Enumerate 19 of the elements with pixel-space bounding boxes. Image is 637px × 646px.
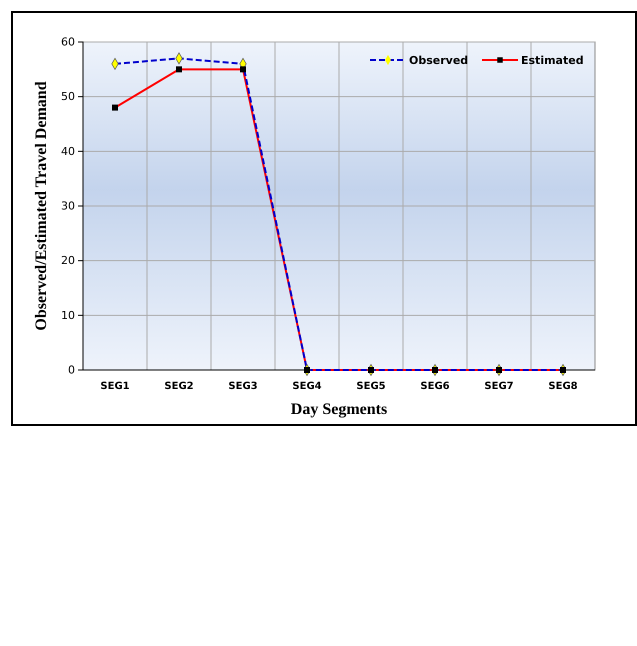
y-axis-title: Observed/Estimated Travel Demand <box>33 81 50 331</box>
x-axis-title: Day Segments <box>290 401 388 418</box>
x-tick-label: SEG1 <box>100 381 130 392</box>
legend-label: Estimated <box>521 54 584 67</box>
y-tick-label: 60 <box>61 36 75 49</box>
y-tick-label: 50 <box>61 90 75 104</box>
x-tick-label: SEG3 <box>228 381 258 392</box>
x-tick-label: SEG5 <box>356 381 386 392</box>
x-tick-label: SEG2 <box>164 381 194 392</box>
x-tick-label: SEG4 <box>292 381 322 392</box>
x-tick-label: SEG7 <box>484 381 514 392</box>
legend-label: Observed <box>409 54 468 67</box>
y-tick-label: 20 <box>61 254 75 268</box>
y-tick-label: 40 <box>61 144 75 158</box>
y-tick-label: 0 <box>68 364 75 377</box>
x-tick-label: SEG8 <box>548 381 578 392</box>
y-tick-label: 10 <box>61 308 75 322</box>
y-tick-label: 30 <box>61 200 75 213</box>
x-tick-label: SEG6 <box>420 381 450 392</box>
